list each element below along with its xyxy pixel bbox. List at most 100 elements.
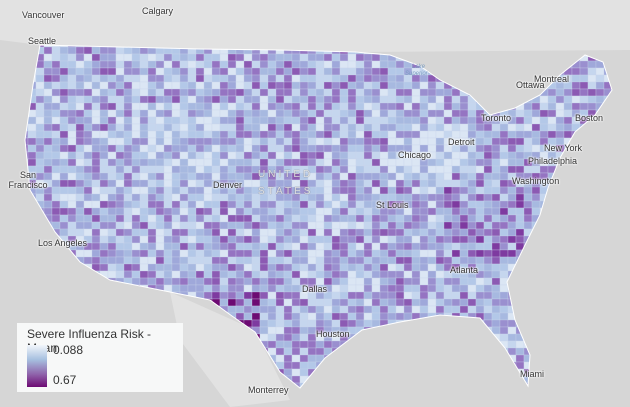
county-cell — [355, 270, 365, 279]
county-cell — [203, 158, 213, 167]
county-cell — [379, 123, 389, 132]
county-cell — [491, 263, 501, 272]
county-cell — [179, 193, 189, 202]
county-cell — [179, 137, 189, 146]
county-cell — [131, 263, 141, 272]
county-cell — [139, 130, 149, 139]
county-cell — [211, 53, 221, 62]
county-cell — [251, 151, 261, 160]
county-cell — [411, 256, 421, 265]
county-cell — [251, 67, 261, 76]
county-cell — [403, 137, 413, 146]
county-cell — [451, 235, 461, 244]
county-cell — [67, 67, 77, 76]
county-cell — [403, 270, 413, 279]
county-cell — [203, 284, 213, 293]
county-cell — [43, 193, 53, 202]
county-cell — [579, 67, 589, 76]
county-cell — [83, 53, 93, 62]
county-cell — [307, 123, 317, 132]
county-cell — [107, 116, 117, 125]
county-cell — [123, 130, 133, 139]
county-cell — [475, 179, 485, 188]
county-cell — [395, 60, 405, 69]
county-cell — [123, 186, 133, 195]
county-cell — [435, 179, 445, 188]
county-cell — [251, 123, 261, 132]
county-cell — [347, 95, 357, 104]
county-cell — [155, 88, 165, 97]
county-cell — [275, 151, 285, 160]
county-cell — [91, 214, 101, 223]
county-cell — [171, 200, 181, 209]
county-cell — [59, 158, 69, 167]
county-cell — [211, 116, 221, 125]
county-cell — [139, 165, 149, 174]
county-cell — [235, 102, 245, 111]
county-cell — [331, 123, 341, 132]
county-cell — [451, 221, 461, 230]
county-cell — [203, 144, 213, 153]
county-cell — [131, 179, 141, 188]
county-cell — [75, 109, 85, 118]
county-cell — [99, 137, 109, 146]
county-cell — [99, 256, 109, 265]
county-cell — [203, 270, 213, 279]
county-cell — [211, 137, 221, 146]
county-cell — [243, 207, 253, 216]
county-cell — [291, 347, 301, 356]
county-cell — [339, 109, 349, 118]
county-cell — [259, 326, 269, 335]
county-cell — [99, 186, 109, 195]
county-cell — [187, 165, 197, 174]
county-cell — [75, 200, 85, 209]
county-cell — [283, 291, 293, 300]
county-cell — [283, 368, 293, 377]
county-cell — [195, 221, 205, 230]
county-cell — [379, 186, 389, 195]
county-cell — [443, 116, 453, 125]
county-cell — [523, 165, 533, 174]
county-cell — [67, 193, 77, 202]
county-cell — [411, 193, 421, 202]
county-cell — [163, 207, 173, 216]
county-cell — [227, 214, 237, 223]
county-cell — [467, 179, 477, 188]
county-cell — [59, 88, 69, 97]
county-cell — [411, 249, 421, 258]
county-cell — [515, 228, 525, 237]
county-cell — [107, 214, 117, 223]
county-cell — [99, 221, 109, 230]
county-cell — [411, 102, 421, 111]
county-cell — [91, 95, 101, 104]
county-cell — [195, 284, 205, 293]
county-cell — [155, 137, 165, 146]
county-cell — [195, 200, 205, 209]
county-cell — [227, 172, 237, 181]
county-cell — [587, 67, 597, 76]
county-cell — [387, 165, 397, 174]
county-cell — [171, 53, 181, 62]
county-cell — [467, 228, 477, 237]
county-cell — [315, 235, 325, 244]
county-cell — [283, 74, 293, 83]
county-cell — [299, 312, 309, 321]
county-cell — [115, 88, 125, 97]
county-cell — [163, 102, 173, 111]
county-cell — [395, 263, 405, 272]
county-cell — [291, 284, 301, 293]
county-cell — [259, 333, 269, 342]
county-cell — [115, 263, 125, 272]
county-cell — [459, 291, 469, 300]
county-cell — [411, 298, 421, 307]
county-cell — [571, 74, 581, 83]
county-cell — [299, 347, 309, 356]
county-cell — [371, 116, 381, 125]
county-cell — [203, 60, 213, 69]
county-cell — [299, 333, 309, 342]
county-cell — [123, 242, 133, 251]
county-cell — [379, 242, 389, 251]
county-cell — [195, 130, 205, 139]
county-cell — [363, 263, 373, 272]
